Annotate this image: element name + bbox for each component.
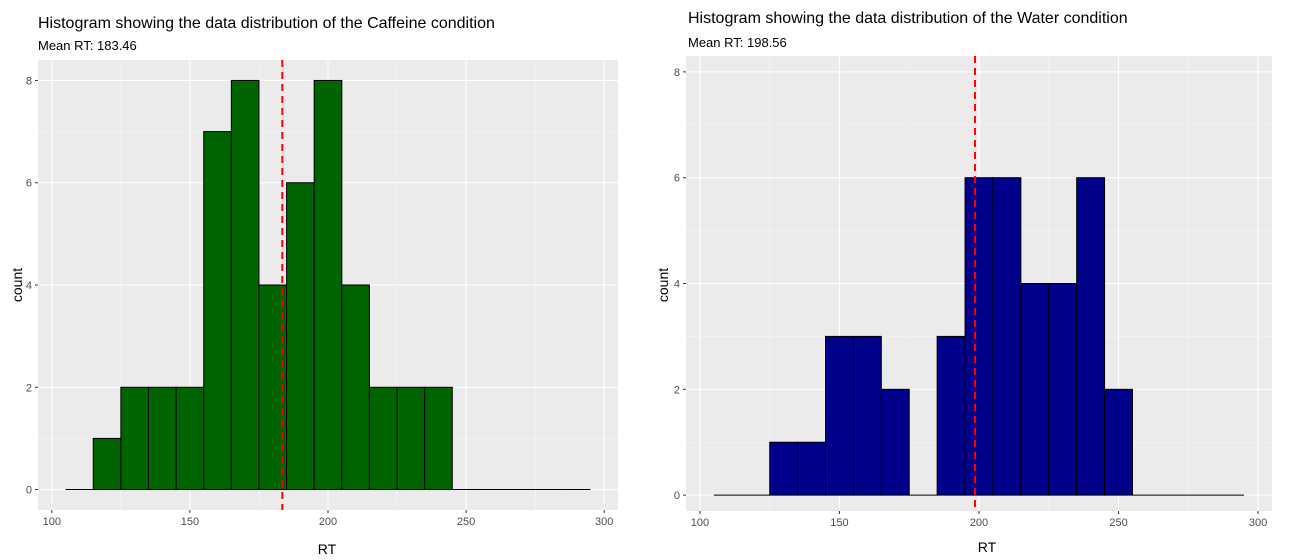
plot-area: 100 150 200 250 300 0 2 4 6 8 — [674, 56, 1272, 529]
chart-title: Histogram showing the data distribution … — [688, 10, 1128, 27]
x-tick-label: 200 — [970, 517, 988, 529]
x-tick-label: 200 — [319, 516, 337, 528]
histogram-bar — [936, 335, 966, 496]
y-tick-label: 2 — [26, 382, 32, 394]
histogram-bar — [313, 79, 343, 491]
y-tick-label: 8 — [26, 75, 32, 87]
histogram-bar — [964, 177, 994, 496]
histogram-bar — [230, 79, 260, 491]
x-tick-label: 100 — [691, 517, 709, 529]
x-tick-label: 300 — [595, 516, 613, 528]
caffeine-histogram-svg: 100 150 200 250 300 0 2 4 6 8 Histogram showing t… — [9, 15, 618, 557]
y-tick-label: 8 — [674, 67, 680, 79]
histogram-bar — [147, 386, 177, 491]
y-axis-label: count — [655, 268, 671, 302]
histogram-bar — [396, 386, 426, 491]
histogram-bar — [203, 131, 232, 491]
chart-subtitle: Mean RT: 183.46 — [38, 38, 137, 53]
histogram-bar — [1048, 283, 1078, 496]
y-tick-label: 6 — [674, 173, 680, 185]
histogram-bar — [992, 177, 1022, 496]
y-tick-label: 2 — [674, 384, 680, 396]
x-tick-label: 100 — [43, 516, 61, 528]
histogram-bar — [1020, 283, 1050, 496]
y-tick-label: 0 — [674, 490, 680, 502]
water-histogram: 100 150 200 250 300 0 2 4 6 8 Histogram showing t… — [650, 0, 1294, 560]
histogram-bar — [852, 335, 882, 496]
x-tick-label: 150 — [830, 517, 848, 529]
histogram-bar — [424, 386, 453, 491]
histogram-bar — [1076, 177, 1106, 496]
histogram-bar — [1104, 388, 1133, 496]
histogram-bar — [175, 386, 205, 491]
chart-subtitle: Mean RT: 198.56 — [688, 35, 787, 50]
y-tick-label: 0 — [26, 485, 32, 497]
x-axis-label: RT — [978, 539, 997, 555]
water-histogram-svg: 100 150 200 250 300 0 2 4 6 8 Histogram showing t… — [655, 10, 1272, 555]
y-tick-label: 6 — [26, 178, 32, 190]
y-axis-label: count — [9, 268, 25, 302]
x-tick-label: 300 — [1249, 517, 1267, 529]
histogram-bar — [880, 388, 910, 496]
histogram-bar — [769, 441, 799, 496]
x-axis-label: RT — [318, 541, 337, 557]
histogram-bar — [368, 386, 398, 491]
x-tick-label: 250 — [457, 516, 475, 528]
histogram-bar — [797, 441, 827, 496]
y-tick-label: 4 — [674, 279, 680, 291]
chart-title: Histogram showing the data distribution … — [38, 15, 495, 32]
histogram-bar — [286, 182, 315, 491]
plot-area: 100 150 200 250 300 0 2 4 6 8 — [26, 60, 618, 528]
y-tick-label: 4 — [26, 280, 32, 292]
x-tick-label: 250 — [1109, 517, 1127, 529]
histogram-bar — [341, 284, 370, 491]
histogram-bar — [92, 437, 122, 491]
histogram-bar — [825, 335, 854, 496]
x-tick-label: 150 — [181, 516, 199, 528]
caffeine-histogram: 100 150 200 250 300 0 2 4 6 8 Histogram showing t… — [0, 0, 640, 560]
histogram-bar — [120, 386, 149, 491]
